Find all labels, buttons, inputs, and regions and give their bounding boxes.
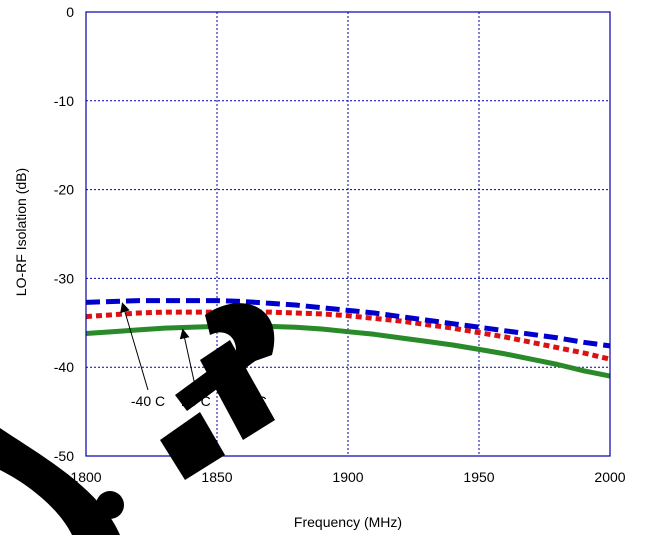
watermark-shape xyxy=(160,412,225,480)
y-tick-label: -40 xyxy=(54,359,74,375)
plot-area-border xyxy=(85,11,611,457)
watermark-shape xyxy=(200,340,275,440)
y-tick-label: 0 xyxy=(66,4,74,20)
watermark-overlay xyxy=(0,303,275,535)
tick-labels: 1800 1850 1900 1950 2000 0 -10 -20 -30 -40 -50 xyxy=(54,4,626,485)
grid-lines xyxy=(86,12,610,456)
watermark-shape xyxy=(0,428,120,535)
watermark-shape xyxy=(96,491,124,519)
x-tick-label: 1800 xyxy=(70,469,101,485)
x-axis-label: Frequency (MHz) xyxy=(294,514,402,530)
series-line-40c xyxy=(85,298,611,349)
y-tick-label: -50 xyxy=(54,448,74,464)
series-line-25c xyxy=(85,323,611,379)
y-tick-label: -20 xyxy=(54,182,74,198)
x-tick-label: 1900 xyxy=(332,469,363,485)
x-tick-label: 2000 xyxy=(594,469,625,485)
y-axis-label: LO-RF Isolation (dB) xyxy=(13,168,29,296)
annotation-arrow xyxy=(179,328,197,391)
plot-frame xyxy=(85,11,611,457)
y-tick-label: -10 xyxy=(54,93,74,109)
annotation-label: -40 C xyxy=(131,393,165,409)
series-line-85c xyxy=(85,309,611,362)
series-lines xyxy=(85,298,611,379)
annotation-arrow xyxy=(120,302,149,391)
y-tick-label: -30 xyxy=(54,270,74,286)
x-tick-label: 1950 xyxy=(463,469,494,485)
watermark-shape xyxy=(205,303,275,370)
x-tick-label: 1850 xyxy=(201,469,232,485)
